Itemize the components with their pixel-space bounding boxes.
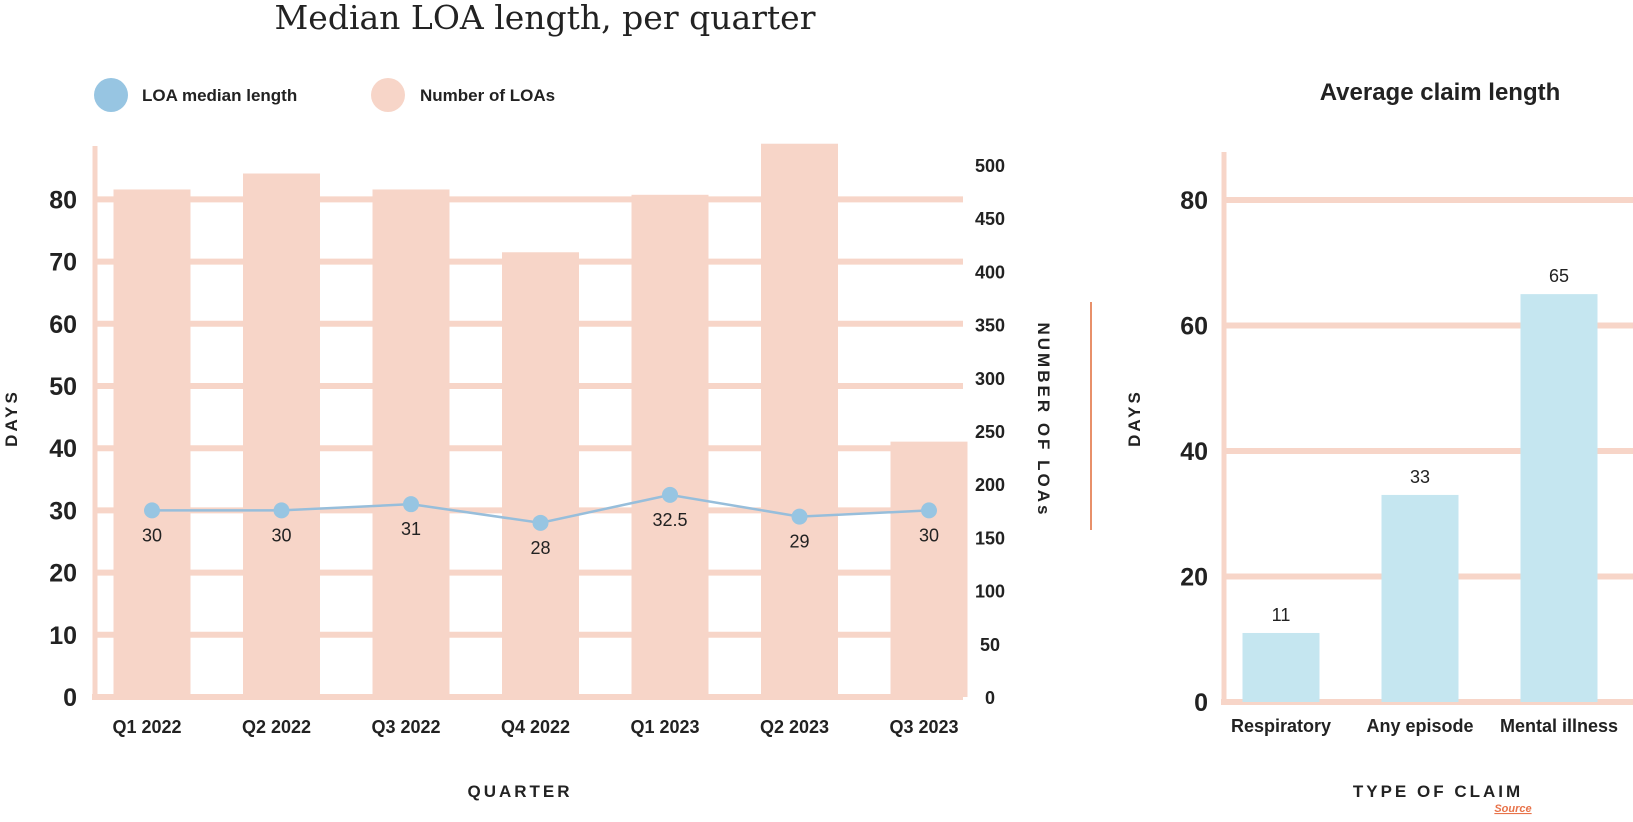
- chart1-y-tick-70: 70: [49, 249, 77, 277]
- chart2-data-label: 11: [1272, 605, 1291, 625]
- chart1-y2-tick-250: 250: [975, 422, 1005, 442]
- chart1-point-q1-2022: [144, 502, 160, 519]
- chart2-x-tick: Respiratory: [1231, 716, 1331, 736]
- chart2-y-tick-20: 20: [1180, 564, 1208, 592]
- chart1-y-axis-label: DAYS: [2, 389, 21, 447]
- chart1-x-tick: Q1 2022: [112, 717, 181, 737]
- chart1-bar-q2-2023: [761, 143, 838, 698]
- chart1-point-q2-2022: [273, 502, 290, 519]
- chart1-point-q3-2022: [403, 496, 419, 513]
- chart1-point-q2-2023: [791, 508, 808, 525]
- chart1-y2-tick-350: 350: [975, 316, 1005, 336]
- chart1-bar-q4-2022: [502, 252, 579, 698]
- legend-swatch-bars: [371, 78, 405, 112]
- source-link[interactable]: Source: [1494, 803, 1531, 815]
- chart1-y2-tick-50: 50: [980, 635, 1000, 655]
- chart2-data-labels: 11 33 65: [1272, 266, 1569, 625]
- chart1-data-label: 29: [789, 532, 809, 552]
- chart1-points: [144, 486, 937, 531]
- chart2-y-axis-label: DAYS: [1125, 389, 1144, 447]
- chart2-data-label: 65: [1549, 266, 1569, 286]
- chart1-y2-tick-150: 150: [975, 528, 1005, 548]
- chart1-data-labels: 30 30 31 28 32.5 29 30: [142, 510, 939, 558]
- chart1-y2-tick-200: 200: [975, 475, 1005, 495]
- chart1-x-tick: Q2 2023: [760, 717, 829, 737]
- chart1-legend: LOA median length Number of LOAs: [94, 78, 555, 112]
- chart1-x-tick: Q1 2023: [630, 717, 699, 737]
- chart1-bar-q2-2022: [243, 173, 320, 698]
- chart1-y2-tick-450: 450: [975, 209, 1005, 229]
- chart1-y-tick-40: 40: [49, 435, 77, 463]
- chart1-bar-q1-2022: [113, 189, 191, 698]
- chart2-y-tick-0: 0: [1194, 689, 1208, 717]
- chart1-y2-tick-0: 0: [985, 688, 995, 708]
- chart1-x-ticks: Q1 2022 Q2 2022 Q3 2022 Q4 2022 Q1 2023 Q2 20…: [112, 717, 958, 737]
- chart1-y-tick-50: 50: [49, 373, 77, 401]
- chart1-x-axis-label: QUARTER: [467, 782, 572, 801]
- chart1-left-ticks: 0 10 20 30 40 50 60 70 80: [49, 186, 77, 712]
- chart1-data-label: 28: [530, 538, 550, 558]
- chart1-title: Median LOA length, per quarter: [275, 0, 816, 37]
- chart1-data-label: 31: [401, 519, 421, 539]
- chart2-y-tick-80: 80: [1180, 187, 1208, 215]
- chart1-y2-tick-500: 500: [975, 156, 1005, 176]
- chart2-bars: [1242, 294, 1598, 702]
- legend-label-bars: Number of LOAs: [420, 86, 555, 105]
- chart2-title: Average claim length: [1320, 79, 1561, 106]
- chart1-right-ticks: 0 50 100 150 200 250 300 350 400 450 500: [975, 156, 1005, 708]
- chart1-y2-tick-100: 100: [975, 582, 1005, 602]
- chart1-y-tick-60: 60: [49, 311, 77, 339]
- chart1-x-tick: Q4 2022: [501, 717, 570, 737]
- chart2-y-tick-40: 40: [1180, 438, 1208, 466]
- chart1-y-tick-0: 0: [63, 684, 77, 712]
- chart1-y2-axis-label: NUMBER OF LOAs: [1034, 323, 1053, 518]
- chart1-y2-tick-300: 300: [975, 369, 1005, 389]
- chart1-data-label: 32.5: [652, 510, 687, 530]
- chart1-x-tick: Q3 2023: [889, 717, 958, 737]
- chart1-bars: [113, 143, 968, 698]
- chart1-point-q3-2023: [921, 502, 937, 519]
- chart2-x-ticks: Respiratory Any episode Mental illness: [1231, 716, 1618, 736]
- chart1-bar-q3-2023: [890, 441, 968, 697]
- chart2-x-axis-label: TYPE OF CLAIM: [1353, 782, 1523, 801]
- chart2-data-label: 33: [1410, 467, 1430, 487]
- chart2-y-tick-60: 60: [1180, 313, 1208, 341]
- chart2-bar-mental-illness: [1520, 294, 1598, 702]
- chart2-bar-respiratory: [1242, 632, 1320, 702]
- chart1-point-q1-2023: [662, 486, 678, 503]
- chart1-bar-q3-2022: [372, 189, 450, 698]
- chart2-y-ticks: 0 20 40 60 80: [1180, 187, 1208, 717]
- chart2-x-tick: Any episode: [1366, 716, 1473, 736]
- chart1-point-q4-2022: [532, 514, 549, 531]
- chart2-x-tick: Mental illness: [1500, 716, 1618, 736]
- chart1-data-label: 30: [271, 525, 291, 545]
- chart2-bar-any-episode: [1381, 494, 1459, 702]
- chart1-y-tick-20: 20: [49, 560, 77, 588]
- chart1-x-tick: Q2 2022: [242, 717, 311, 737]
- chart1-data-label: 30: [142, 525, 162, 545]
- legend-label-line: LOA median length: [142, 86, 297, 105]
- chart1-bar-q1-2023: [631, 194, 709, 698]
- chart1-y-tick-10: 10: [49, 622, 77, 650]
- chart1-y2-tick-400: 400: [975, 262, 1005, 282]
- chart1-x-tick: Q3 2022: [371, 717, 440, 737]
- chart1-data-label: 30: [919, 525, 939, 545]
- chart1-y-tick-30: 30: [49, 497, 77, 525]
- legend-swatch-line: [94, 78, 128, 112]
- chart1-y-tick-80: 80: [49, 186, 77, 214]
